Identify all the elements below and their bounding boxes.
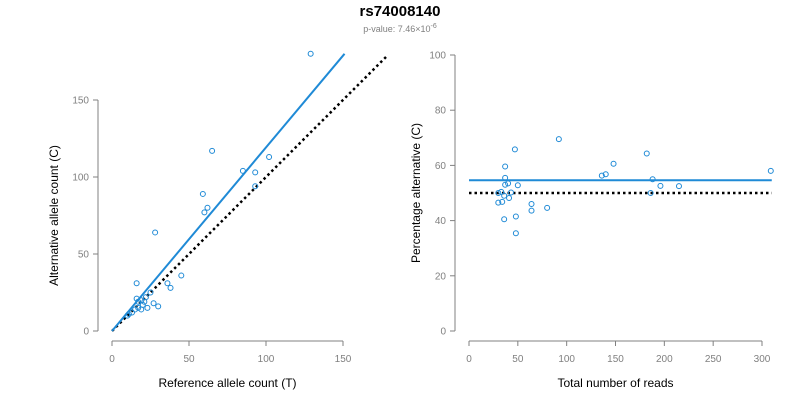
panel1-data-point: [201, 209, 208, 216]
panel2-data-point: [767, 167, 774, 174]
panel1-data-point: [164, 280, 171, 287]
panel2-data-point: [602, 171, 609, 178]
panel1-data-point: [252, 183, 259, 190]
panel2-data-point: [507, 189, 514, 196]
panel1-data-point: [266, 153, 273, 160]
panel1-data-point: [307, 50, 314, 57]
panel1-data-point: [124, 312, 131, 319]
panel2-data-point: [528, 201, 535, 208]
panel1-data-point: [144, 304, 151, 311]
panel2-data-point: [512, 230, 519, 237]
panel1-x-tick-label: 100: [258, 354, 275, 365]
panel1-data-point: [135, 298, 142, 305]
panel2-y-tick-label: 20: [435, 271, 447, 282]
panel2-y-tick-label: 60: [435, 161, 447, 172]
panel2-data-point: [657, 182, 664, 189]
panel1-x-tick-label: 0: [109, 354, 115, 365]
panel1-data-point: [204, 204, 211, 211]
panel1-y-tick-label: 150: [72, 96, 89, 107]
panel1-fit-line: [111, 53, 346, 332]
panel2-x-tick-label: 250: [705, 354, 722, 365]
panel1-data-point: [239, 167, 246, 174]
panel2-data-point: [502, 181, 509, 188]
panel1-x-tick-label: 150: [335, 354, 352, 365]
panel2-x-tick-label: 50: [512, 354, 524, 365]
panel2-data-point: [598, 172, 605, 179]
panel2-data-point: [495, 199, 502, 206]
panel1-data-point: [125, 311, 132, 318]
panel1-data-point: [209, 147, 216, 154]
panel2-data-point: [498, 188, 505, 195]
panel2-data-point: [501, 216, 508, 223]
panel1-data-point: [152, 229, 159, 236]
panel2-x-tick-label: 0: [466, 354, 472, 365]
panel2-data-point: [649, 176, 656, 183]
panel1-data-point: [167, 284, 174, 291]
p-value-exponent: -6: [430, 23, 437, 30]
panel1-data-point: [141, 298, 148, 305]
panel1-data-point: [135, 304, 142, 311]
panel2-data-point: [643, 150, 650, 157]
panel2-data-point: [511, 146, 518, 153]
panel2-x-tick-label: 100: [558, 354, 575, 365]
panel2-x-tick-label: 300: [754, 354, 771, 365]
panel2-data-point: [544, 204, 551, 211]
panel1-y-tick-label: 50: [78, 250, 90, 261]
panel1-data-point: [155, 303, 162, 310]
panel1-data-point: [138, 306, 145, 313]
panel2-data-point: [675, 183, 682, 190]
panel2-data-point: [555, 136, 562, 143]
panel2-y-axis-title: Percentage alternative (C): [409, 123, 423, 263]
panel2-data-point: [502, 163, 509, 170]
panel1-x-axis-title: Reference allele count (T): [158, 376, 296, 390]
p-value-text: p-value: 7.46×10: [363, 24, 431, 34]
p-value-subtitle: p-value: 7.46×10-6: [0, 23, 800, 34]
panel2-y-tick-label: 40: [435, 216, 447, 227]
panel1-data-point: [147, 289, 154, 296]
panel2-y-tick-label: 0: [440, 327, 446, 338]
panel2-data-point: [528, 207, 535, 214]
panel2-x-axis-title: Total number of reads: [557, 376, 673, 390]
panel2-data-point: [499, 198, 506, 205]
panel2-data-point: [505, 180, 512, 187]
panel2-data-point: [506, 194, 513, 201]
panel2-data-point: [502, 174, 509, 181]
panel2-x-tick-label: 150: [607, 354, 624, 365]
panel1-data-point: [150, 300, 157, 307]
panel1-reference-line: [111, 55, 388, 332]
chart-title: rs74008140: [359, 3, 441, 20]
panel2-data-point: [495, 190, 502, 196]
panel2-data-point: [647, 190, 654, 196]
panel1-data-point: [178, 272, 185, 279]
panel2-data-point: [610, 160, 617, 167]
panel1-data-point: [132, 306, 139, 313]
panel2-y-tick-label: 100: [429, 51, 446, 62]
panel1-y-axis-title: Alternative allele count (C): [47, 145, 61, 286]
panel1-data-point: [129, 309, 136, 316]
panel2-data-point: [501, 192, 508, 199]
panel2-y-tick-label: 80: [435, 106, 447, 117]
panel1-x-tick-label: 50: [183, 354, 195, 365]
panel1-y-tick-label: 0: [83, 327, 89, 338]
panel1-y-tick-label: 100: [72, 173, 89, 184]
panel1-data-point: [199, 190, 206, 197]
panel1-data-point: [252, 169, 259, 176]
panel2-x-tick-label: 200: [656, 354, 673, 365]
panel2-data-point: [512, 213, 519, 220]
panel1-data-point: [133, 280, 140, 287]
panel2-data-point: [514, 182, 521, 189]
